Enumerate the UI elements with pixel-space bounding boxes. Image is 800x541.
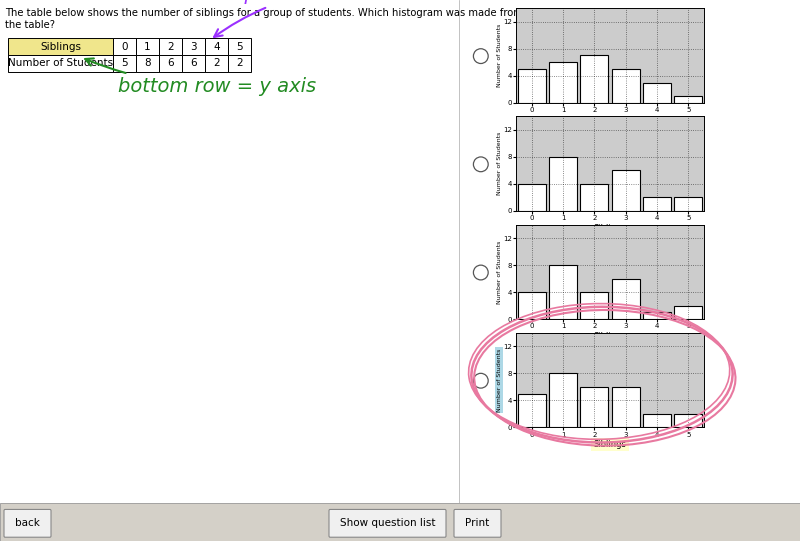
X-axis label: Siblings: Siblings [594,116,626,125]
Bar [518,69,546,103]
Bar [580,387,609,427]
Bar [136,55,159,72]
Text: 6: 6 [167,58,174,69]
Text: Show question list: Show question list [340,518,435,529]
Text: Print: Print [466,518,490,529]
Text: 1: 1 [144,42,151,51]
Text: Siblings: Siblings [40,42,81,51]
Bar [182,38,205,55]
Text: 6: 6 [190,58,197,69]
X-axis label: Siblings: Siblings [594,332,626,341]
Bar [643,414,671,427]
Text: 2: 2 [213,58,220,69]
Bar [674,414,702,427]
Bar [113,55,136,72]
Y-axis label: Number of Students: Number of Students [497,240,502,304]
Y-axis label: Number of Students: Number of Students [497,132,502,195]
Bar [518,184,546,211]
FancyBboxPatch shape [4,510,51,537]
X-axis label: Siblings: Siblings [594,224,626,233]
FancyBboxPatch shape [329,510,446,537]
Text: 2: 2 [236,58,243,69]
FancyBboxPatch shape [454,510,501,537]
Text: Number of Students: Number of Students [8,58,113,69]
Text: 8: 8 [144,58,151,69]
Text: the table?: the table? [5,20,55,30]
Text: bottom row = y axis: bottom row = y axis [86,58,316,96]
Bar [549,373,577,427]
Bar [549,265,577,319]
Bar [643,312,671,319]
Bar [611,69,640,103]
Text: 5: 5 [236,42,243,51]
Bar [205,38,228,55]
Bar [611,170,640,211]
Bar [518,292,546,319]
Text: 5: 5 [121,58,128,69]
Bar [549,157,577,211]
Text: top row = x axis: top row = x axis [214,0,385,37]
Bar [518,394,546,427]
Bar [228,38,251,55]
Bar [611,387,640,427]
Bar [159,38,182,55]
Bar [580,292,609,319]
Bar [8,38,113,55]
Text: 2: 2 [167,42,174,51]
Text: back: back [15,518,40,529]
Y-axis label: Number of Students: Number of Students [497,24,502,87]
Bar [674,96,702,103]
Bar [182,55,205,72]
Bar [580,184,609,211]
Bar [205,55,228,72]
Bar [674,197,702,211]
Bar [228,55,251,72]
Text: The table below shows the number of siblings for a group of students. Which hist: The table below shows the number of sibl… [5,8,523,18]
Bar [113,38,136,55]
Bar [643,82,671,103]
Bar [674,306,702,319]
Bar [643,197,671,211]
X-axis label: Siblings: Siblings [594,440,626,450]
Y-axis label: Number of Students: Number of Students [497,348,502,412]
Text: 3: 3 [190,42,197,51]
Bar [549,62,577,103]
Bar [611,279,640,319]
Bar [8,55,113,72]
Bar [159,55,182,72]
Text: 4: 4 [213,42,220,51]
Bar [580,55,609,103]
Bar [136,38,159,55]
Text: 0: 0 [122,42,128,51]
